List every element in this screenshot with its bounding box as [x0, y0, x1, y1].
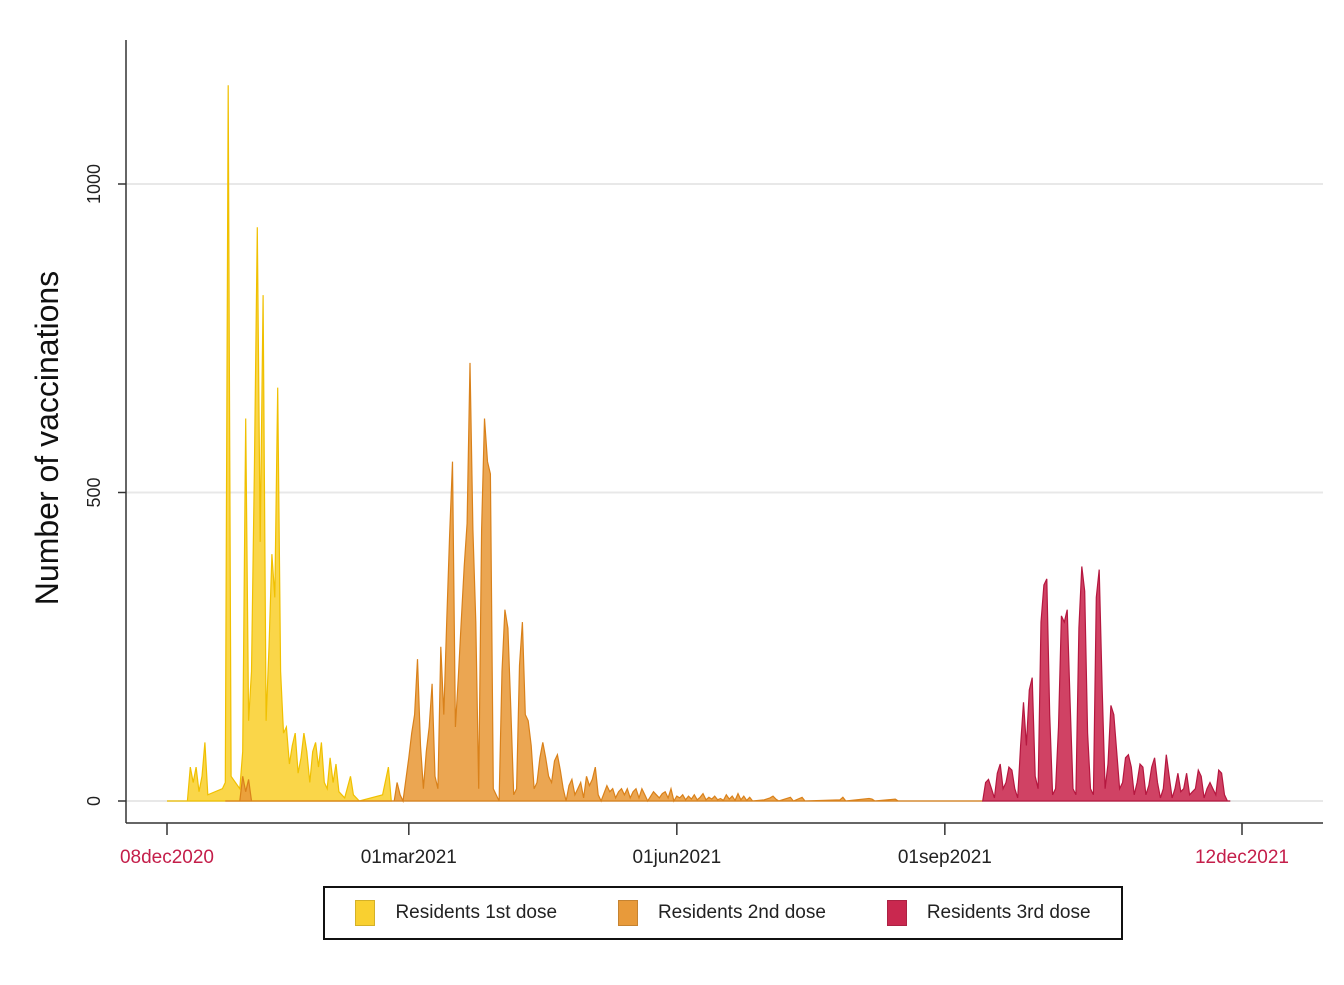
x-tick-label-01jun2021: 01jun2021 [632, 847, 721, 868]
x-tick-label-01sep2021: 01sep2021 [898, 847, 992, 868]
legend-label-3: Residents 3rd dose [926, 902, 1091, 923]
axes [125, 40, 1323, 824]
area-series-3 [981, 566, 1231, 802]
y-ticks: 0 500 1000 [84, 164, 126, 806]
y-axis-title: Number of vaccinations [29, 271, 65, 605]
legend-item-2: Residents 2nd dose [617, 900, 826, 926]
legend-swatch-1 [355, 900, 376, 926]
area-series-2 [225, 362, 983, 804]
legend-swatch-3 [886, 900, 907, 926]
y-tick-label-1000: 1000 [84, 164, 104, 204]
gridlines [126, 183, 1323, 802]
legend: Residents 1st dose Residents 2nd dose Resi… [323, 886, 1123, 940]
x-tick-label-01mar2021: 01mar2021 [361, 847, 457, 868]
x-tick-label-12dec2021: 12dec2021 [1195, 847, 1289, 868]
area-series-1 [167, 85, 392, 802]
x-tick-label-08dec2020: 08dec2020 [120, 847, 214, 868]
legend-item-1: Residents 1st dose [355, 900, 557, 926]
legend-label-1: Residents 1st dose [395, 902, 558, 923]
legend-item-3: Residents 3rd dose [886, 900, 1091, 926]
y-tick-label-500: 500 [84, 477, 104, 507]
legend-swatch-2 [617, 900, 638, 926]
y-tick-label-0: 0 [84, 796, 104, 806]
legend-label-2: Residents 2nd dose [657, 902, 826, 923]
x-ticks: 08dec2020 01mar2021 01jun2021 01sep2021 12de… [120, 823, 1289, 868]
series-areas [167, 85, 1231, 804]
